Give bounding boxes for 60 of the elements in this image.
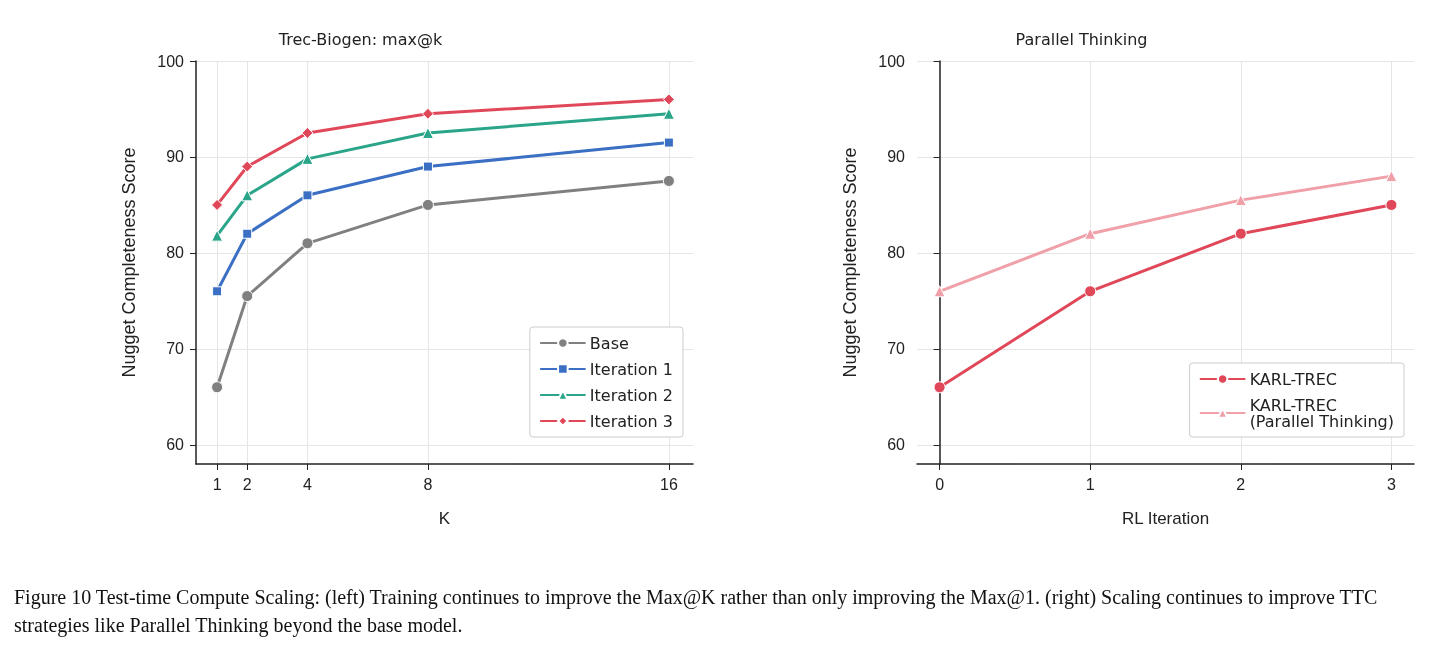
point: [302, 190, 313, 201]
point: [301, 126, 314, 139]
y-axis-title: Nugget Completeness Score: [840, 147, 860, 378]
x-tick-label: 4: [303, 475, 312, 493]
x-tick-label: 3: [1386, 475, 1396, 493]
legend-label: KARL-TREC (Parallel Thinking): [1249, 395, 1394, 431]
x-tick-label: 1: [212, 475, 222, 493]
point: [301, 237, 314, 250]
y-tick-label: 60: [887, 436, 906, 454]
y-tick-label: 80: [166, 244, 185, 262]
point: [662, 107, 675, 120]
x-tick-label: 8: [423, 475, 433, 493]
point: [662, 93, 675, 106]
legend-label: Iteration 3: [589, 411, 674, 431]
point: [1234, 194, 1247, 207]
y-tick-label: 60: [166, 436, 185, 454]
point: [1084, 285, 1097, 298]
y-tick-label: 90: [166, 148, 185, 166]
y-tick-label: 70: [166, 340, 185, 358]
legend-label: Iteration 2: [589, 385, 674, 405]
point: [301, 152, 314, 165]
x-tick-label: 2: [1236, 475, 1246, 493]
point: [933, 285, 946, 298]
point: [421, 126, 434, 139]
point: [933, 381, 946, 394]
point: [241, 290, 254, 303]
point: [1234, 227, 1247, 240]
x-axis-title: RL Iteration: [1121, 509, 1210, 528]
point: [1084, 227, 1097, 240]
point: [422, 161, 433, 172]
point: [212, 286, 223, 297]
y-tick-label: 80: [887, 244, 906, 262]
y-tick-label: 70: [887, 340, 906, 358]
y-tick-label: 90: [887, 148, 906, 166]
point: [1385, 170, 1398, 183]
x-tick-label: 1: [1085, 475, 1095, 493]
point: [421, 198, 434, 211]
caption: Figure 10 Test-time Compute Scaling: (left) Training continues to improve the Max@K rather than only improving the Max@1. (right) Scaling continues to improve TTC strategies like Parallel Thinking beyond the base model.: [14, 585, 1379, 639]
point: [242, 228, 253, 239]
chart-title: Trec-Biogen: max@k: [277, 29, 443, 49]
y-tick-label: 100: [157, 52, 185, 70]
x-axis-title: K: [438, 509, 451, 528]
legend-label: KARL-TREC: [1249, 369, 1338, 389]
point: [662, 174, 675, 187]
legend-label: Base: [589, 333, 629, 353]
x-tick-label: 16: [660, 475, 678, 493]
y-tick-label: 100: [878, 52, 906, 70]
point: [211, 198, 224, 211]
x-tick-label: 2: [242, 475, 252, 493]
y-axis-title: Nugget Completeness Score: [119, 147, 139, 378]
point: [241, 160, 254, 173]
point: [663, 137, 674, 148]
point: [211, 229, 224, 242]
point: [241, 189, 254, 202]
point: [211, 381, 224, 394]
legend-label: Iteration 1: [589, 359, 674, 379]
chart-title: Parallel Thinking: [1015, 29, 1148, 49]
x-tick-label: 0: [935, 475, 945, 493]
point: [1385, 198, 1398, 211]
point: [421, 107, 434, 120]
